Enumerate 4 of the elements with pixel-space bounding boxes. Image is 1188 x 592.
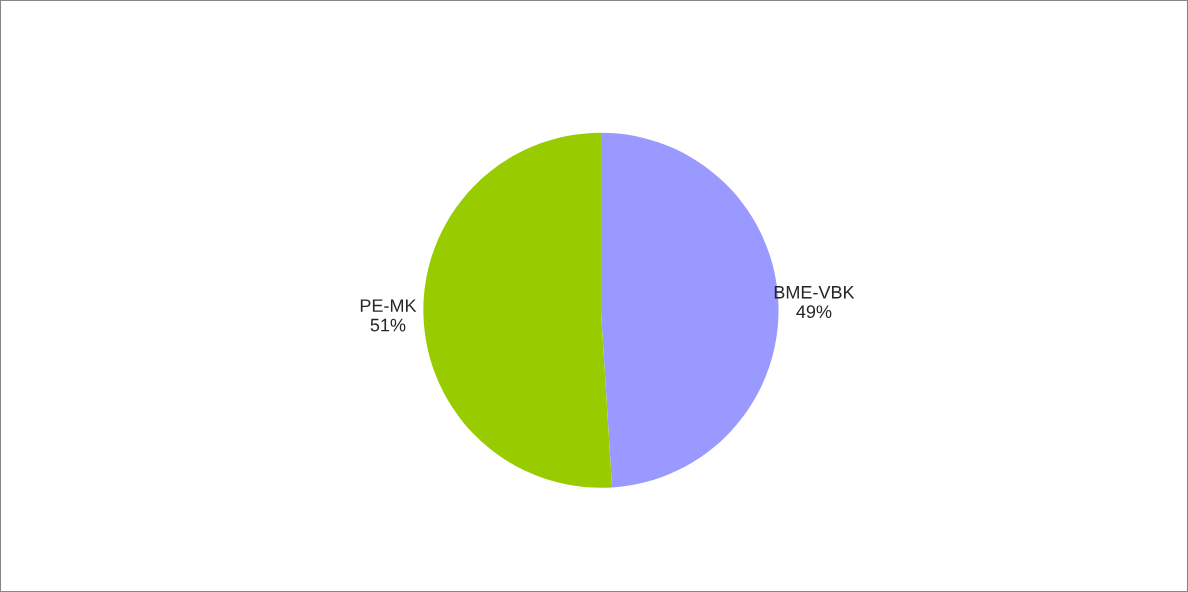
slice-label: BME-VBK xyxy=(774,286,855,299)
slice-label: PE-MK xyxy=(360,299,417,312)
data-label: 51% xyxy=(370,318,406,332)
data-label: 49% xyxy=(796,305,832,319)
